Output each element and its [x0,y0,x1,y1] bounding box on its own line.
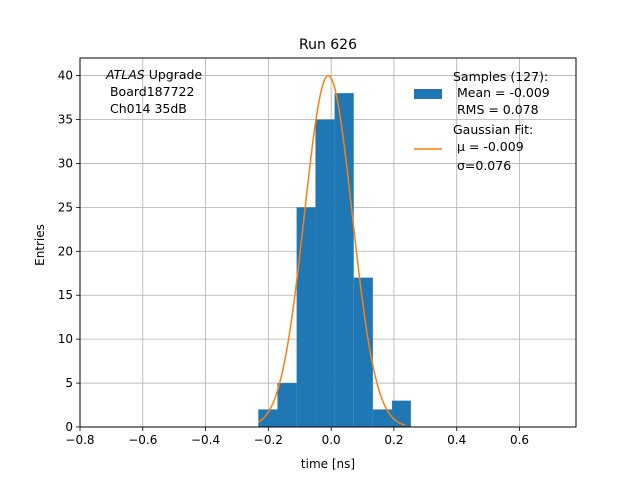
histogram-bars [258,93,411,428]
x-tick-label: −0.4 [191,433,220,447]
y-tick-label: 35 [58,113,73,127]
gaussian-fit-curve [257,74,406,426]
histogram-bar [277,383,297,427]
legend-fit-line-3: σ=0.076 [453,158,511,173]
histogram-bar [353,277,373,427]
annotation-line-1: ATLAS Upgrade [105,67,202,82]
x-tick-label: 0.0 [322,433,341,447]
x-tick-label: −0.6 [128,433,157,447]
atlas-annotation: ATLAS Upgrade Board187722 Ch014 35dB [105,67,202,116]
y-axis-ticks: 0 5 10 15 20 25 30 35 40 [58,69,80,434]
legend-samples-line-2: Mean = -0.009 [453,85,550,100]
histogram-bar [296,207,316,427]
legend-fit-line-1: Gaussian Fit: [453,122,533,137]
axes-frame [79,57,577,428]
histogram-bar [372,409,393,427]
x-tick-label: −0.2 [254,433,283,447]
y-tick-label: 10 [58,332,73,346]
y-tick-label: 25 [58,200,73,214]
y-tick-label: 30 [58,156,73,170]
histogram-bar [258,409,278,427]
upgrade-label: Upgrade [145,67,203,82]
x-axis-label: time [ns] [301,457,355,471]
histogram-bar [334,93,354,428]
legend-samples-patch [414,89,442,99]
legend-samples-line-3: RMS = 0.078 [453,102,539,117]
x-axis-ticks: −0.8 −0.6 −0.4 −0.2 0.0 0.2 0.4 0.6 [65,427,529,447]
y-tick-label: 0 [65,420,73,434]
legend-samples-line-1: Samples (127): [453,69,548,84]
y-tick-label: 15 [58,288,73,302]
y-axis-label: Entries [33,224,47,266]
legend-fit-line-2: μ = -0.009 [453,139,524,154]
x-tick-label: 0.4 [447,433,466,447]
atlas-label: ATLAS [105,67,145,82]
y-tick-label: 20 [58,244,73,258]
histogram-bar [315,119,335,427]
y-tick-label: 5 [65,376,73,390]
chart-title: Run 626 [299,37,357,53]
x-tick-label: 0.6 [510,433,529,447]
y-tick-label: 40 [58,69,73,83]
x-tick-label: −0.8 [65,433,94,447]
annotation-line-3: Ch014 35dB [106,101,187,116]
annotation-line-2: Board187722 [106,84,194,99]
x-tick-label: 0.2 [384,433,403,447]
legend: Samples (127): Mean = -0.009 RMS = 0.078… [414,69,550,173]
